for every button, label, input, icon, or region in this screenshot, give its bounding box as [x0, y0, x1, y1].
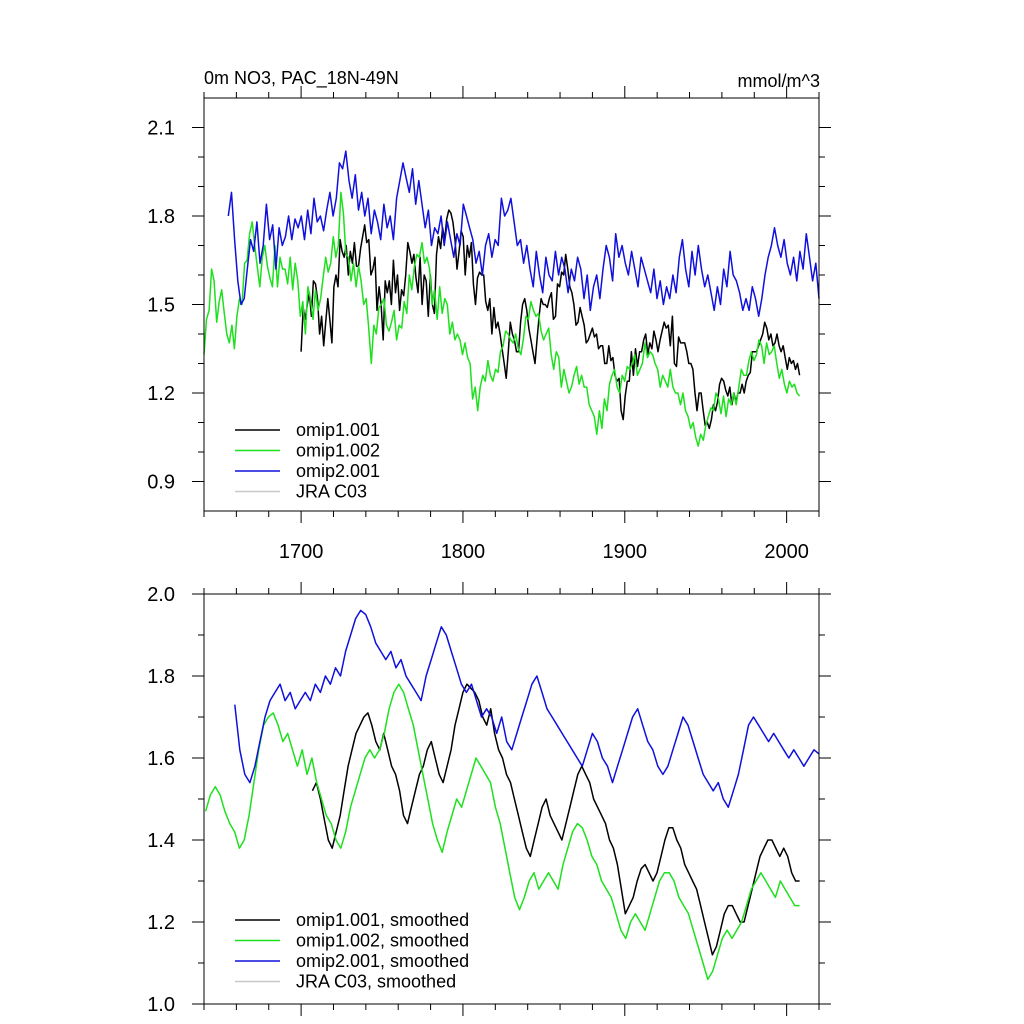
- top-legend-label-omip2-001: omip2.001: [296, 461, 380, 481]
- top-series-omip2-001: [227, 150, 820, 318]
- top-panel-units: mmol/m^3: [738, 71, 820, 91]
- top-panel-title: 0m NO3, PAC_18N-49N: [204, 68, 399, 89]
- top-series-omip1-001: [300, 209, 801, 430]
- bottom-y-tick-label: 1.4: [147, 830, 175, 852]
- top-x-tick-label: 1700: [279, 541, 324, 563]
- top-x-tick-label: 1800: [441, 541, 486, 563]
- top-y-tick-label: 1.8: [147, 206, 175, 228]
- top-legend-label-jra-c03: JRA C03: [296, 482, 367, 502]
- bottom-y-tick-label: 1.8: [147, 666, 175, 688]
- bottom-y-tick-label: 1.2: [147, 912, 175, 934]
- top-y-tick-label: 1.5: [147, 295, 175, 317]
- top-legend-label-omip1-002: omip1.002: [296, 441, 380, 461]
- bottom-y-tick-label: 1.0: [147, 994, 175, 1016]
- top-legend-label-omip1-001: omip1.001: [296, 420, 380, 440]
- bottom-legend-label-omip2-001-smoothed: omip2.001, smoothed: [296, 951, 469, 971]
- top-panel: 0m NO3, PAC_18N-49N mmol/m^3 1700 1800 190…: [147, 68, 831, 563]
- bottom-series-omip1-002-smoothed: [204, 683, 800, 981]
- bottom-y-tick-label: 1.6: [147, 748, 175, 770]
- top-series-omip1-002: [203, 191, 801, 447]
- bottom-legend-label-omip1-001-smoothed: omip1.001, smoothed: [296, 910, 469, 930]
- bottom-legend-label-jra-c03-smoothed: JRA C03, smoothed: [296, 972, 456, 992]
- bottom-series-omip1-001-smoothed: [311, 683, 800, 956]
- bottom-y-tick-label: 2.0: [147, 584, 175, 606]
- top-y-tick-label: 1.2: [147, 383, 175, 405]
- bottom-legend-label-omip1-002-smoothed: omip1.002, smoothed: [296, 931, 469, 951]
- top-y-tick-label: 2.1: [147, 118, 175, 140]
- top-x-tick-label: 2000: [764, 541, 809, 563]
- top-x-tick-label: 1900: [603, 541, 648, 563]
- top-y-tick-label: 0.9: [147, 472, 175, 494]
- bottom-panel: 1.01.21.41.61.82.0 omip1.001, smoothedom…: [147, 582, 831, 1016]
- bottom-series-omip2-001-smoothed: [234, 609, 820, 808]
